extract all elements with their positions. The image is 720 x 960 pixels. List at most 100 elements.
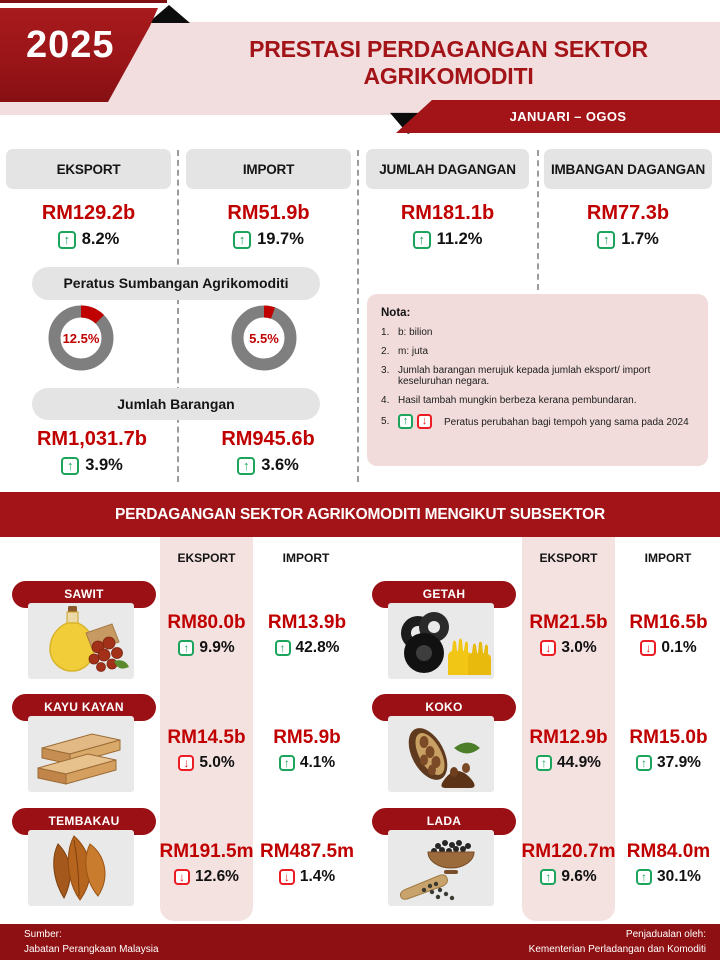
totals-eksport: RM1,031.7b 3.9% (8, 428, 176, 475)
column-header-eksport: EKSPORT (539, 551, 598, 565)
card-eksport-value: RM129.2b (41, 202, 136, 224)
getah-import-change: 0.1% (620, 639, 717, 657)
nota-item-text: Jumlah barangan merujuk kepada jumlah ek… (398, 365, 651, 387)
card-jumlah-change: 11.2% (366, 230, 529, 249)
card-jumlah-label: JUMLAH DAGANGAN (366, 149, 529, 189)
up-arrow-icon (636, 869, 653, 885)
down-arrow-icon (417, 414, 432, 429)
getah-eksport-change: 3.0% (520, 639, 617, 657)
up-arrow-icon (57, 230, 76, 249)
up-arrow-icon (412, 230, 431, 249)
up-arrow-icon (536, 755, 553, 771)
up-arrow-icon (61, 456, 80, 475)
card-imbangan-value: RM77.3b (586, 202, 670, 224)
nota-panel: Nota: b: bilion m: juta Jumlah barangan … (367, 294, 708, 466)
change-value: 3.0% (561, 639, 597, 656)
kayu-kayan-import-value: RM5.9b (273, 727, 341, 748)
top-accent-line (0, 0, 167, 3)
change-value: 1.4% (299, 868, 336, 885)
koko-eksport-change: 44.9% (520, 754, 617, 772)
totals-import: RM945.6b 3.6% (184, 428, 352, 475)
card-jumlah-value: RM181.1b (400, 202, 495, 224)
getah-eksport-value: RM21.5b (529, 612, 608, 633)
card-imbangan-label: IMBANGAN DAGANGAN (544, 149, 712, 189)
up-arrow-icon (597, 230, 616, 249)
timber-planks-icon (37, 733, 121, 785)
change-value: 11.2% (436, 230, 483, 248)
change-value: 44.9% (557, 754, 601, 771)
card-import-label: IMPORT (186, 149, 351, 189)
nota-title: Nota: (381, 307, 411, 319)
change-value: 30.1% (657, 868, 701, 885)
cocoa-pod-icon (408, 728, 480, 788)
lada-import-value: RM84.0m (626, 841, 711, 862)
totals-import-value: RM945.6b (221, 428, 315, 450)
source-value: Jabatan Perangkaan Malaysia (24, 944, 159, 955)
column-header-eksport: EKSPORT (177, 551, 236, 565)
up-arrow-icon (237, 456, 256, 475)
year-label: 2025 (26, 24, 115, 66)
kayu-kayan-eksport-value: RM14.5b (167, 727, 246, 748)
card-eksport-label: EKSPORT (6, 149, 171, 189)
period-banner: JANUARI – OGOS (396, 100, 720, 133)
page-title: PRESTASI PERDAGANGAN SEKTOR AGRIKOMODITI (249, 36, 648, 89)
eksport-donut-chart (48, 305, 114, 371)
nota-legend: Peratus perubahan bagi tempoh yang sama … (381, 414, 696, 429)
lada-eksport-value: RM120.7m (521, 841, 616, 862)
nota-item-text: m: juta (398, 346, 429, 357)
change-value: 37.9% (657, 754, 701, 771)
subsector-section-title: PERDAGANGAN SEKTOR AGRIKOMODITI MENGIKUT… (0, 492, 720, 537)
change-value: 1.7% (621, 230, 659, 248)
card-eksport-change: 8.2% (6, 230, 171, 249)
footer-source: Sumber: Jabatan Perangkaan Malaysia (24, 927, 159, 957)
eksport-column-strip (160, 537, 253, 921)
footer-prepared-by: Penjadualan oleh: Kementerian Perladanga… (529, 927, 706, 957)
change-value: 5.0% (199, 754, 235, 771)
lada-eksport-change: 9.6% (520, 868, 617, 886)
lada-photo (388, 830, 494, 906)
change-value: 19.7% (257, 230, 304, 248)
koko-eksport-value: RM12.9b (529, 727, 608, 748)
change-value: 9.9% (199, 639, 235, 656)
footer: Sumber: Jabatan Perangkaan Malaysia Penj… (0, 924, 720, 960)
change-value: 8.2% (81, 230, 120, 248)
import-donut-chart (231, 305, 297, 371)
nota-item: Jumlah barangan merujuk kepada jumlah ek… (381, 365, 696, 387)
sawit-import-change: 42.8% (258, 639, 356, 657)
kayu-kayan-import-change: 4.1% (258, 754, 356, 772)
koko-import-value: RM15.0b (629, 727, 708, 748)
eksport-column-strip (522, 537, 615, 921)
totals-eksport-value: RM1,031.7b (36, 428, 148, 450)
sawit-photo (28, 603, 134, 679)
change-value: 9.6% (561, 868, 597, 885)
divider (177, 150, 179, 482)
totals-title: Jumlah Barangan (32, 388, 320, 420)
kayu-kayan-eksport-change: 5.0% (158, 754, 255, 772)
nota-item-text: b: bilion (398, 327, 433, 338)
palm-oil-bottle-icon (49, 606, 129, 672)
down-arrow-icon (174, 869, 191, 885)
prepared-value: Kementerian Perladangan dan Komoditi (528, 944, 706, 955)
down-arrow-icon (540, 640, 557, 656)
change-value: 3.9% (85, 456, 123, 474)
up-arrow-icon (540, 869, 557, 885)
change-value: 42.8% (295, 639, 340, 656)
koko-photo (388, 716, 494, 792)
divider (537, 150, 539, 290)
tembakau-eksport-value: RM191.5m (159, 841, 254, 862)
getah-import-value: RM16.5b (629, 612, 708, 633)
down-arrow-icon (640, 640, 657, 656)
card-import-value: RM51.9b (227, 202, 310, 224)
import-donut-label: 5.5% (249, 330, 279, 346)
tembakau-photo (28, 830, 134, 906)
nota-item: b: bilion (381, 327, 696, 338)
sawit-eksport-value: RM80.0b (167, 612, 246, 633)
change-value: 4.1% (299, 754, 336, 771)
source-label: Sumber: (24, 929, 62, 940)
tembakau-eksport-change: 12.6% (158, 868, 255, 886)
card-import: IMPORT RM51.9b 19.7% (186, 149, 351, 249)
sawit-eksport-change: 9.9% (158, 639, 255, 657)
column-header-import: IMPORT (644, 551, 692, 565)
up-arrow-icon (278, 755, 295, 771)
